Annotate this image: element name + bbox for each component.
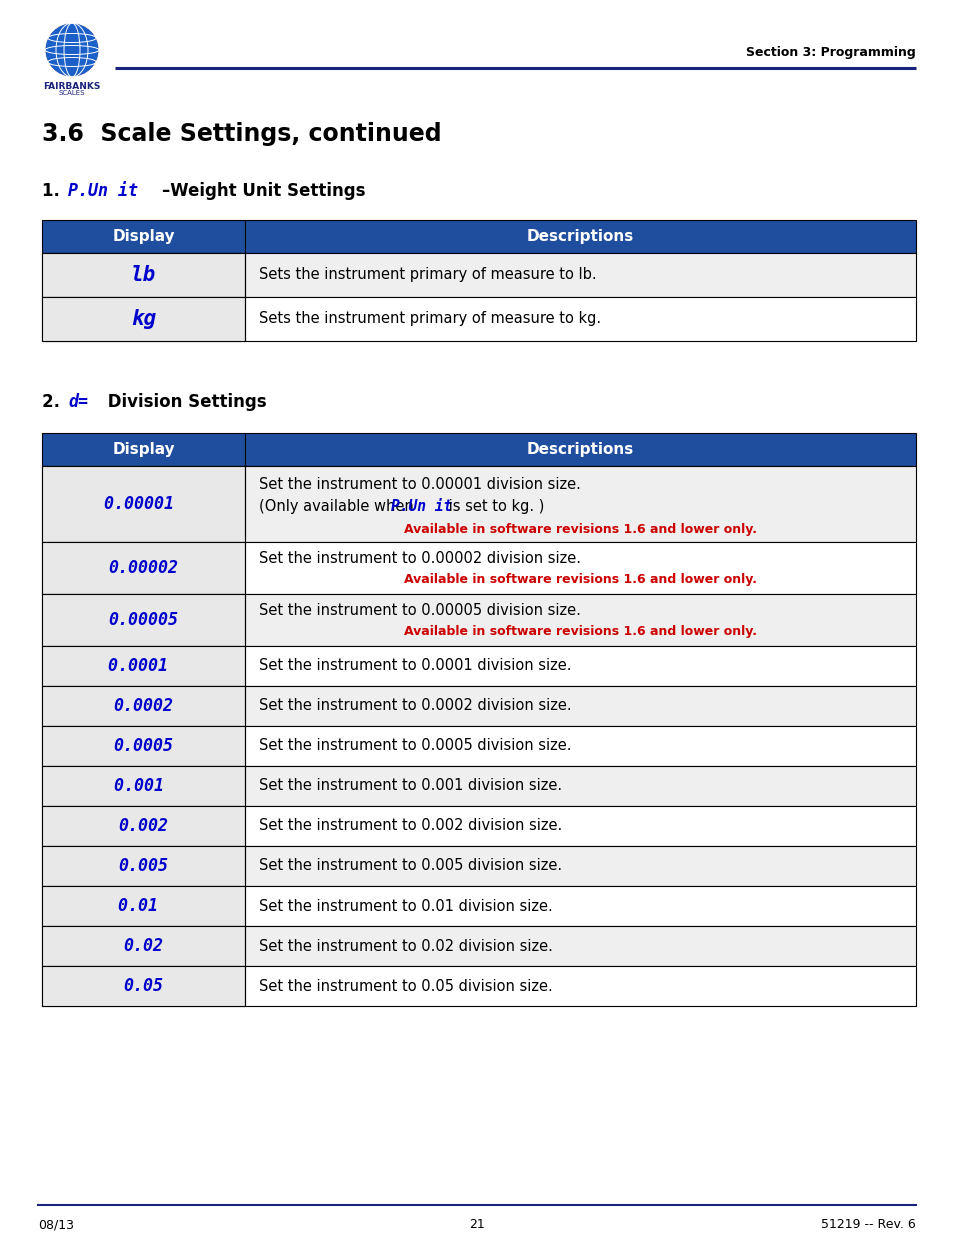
- Text: Division Settings: Division Settings: [102, 393, 266, 411]
- Text: 0.00005: 0.00005: [109, 611, 178, 629]
- FancyBboxPatch shape: [42, 726, 245, 766]
- FancyBboxPatch shape: [42, 846, 915, 885]
- FancyBboxPatch shape: [42, 433, 915, 466]
- Text: 21: 21: [469, 1218, 484, 1231]
- Text: Set the instrument to 0.001 division size.: Set the instrument to 0.001 division siz…: [258, 778, 561, 794]
- FancyBboxPatch shape: [42, 594, 245, 646]
- Text: 0.0002: 0.0002: [113, 697, 173, 715]
- FancyBboxPatch shape: [42, 466, 245, 542]
- Text: Set the instrument to 0.00005 division size.: Set the instrument to 0.00005 division s…: [258, 603, 580, 618]
- Text: Available in software revisions 1.6 and lower only.: Available in software revisions 1.6 and …: [403, 522, 757, 536]
- Text: Set the instrument to 0.00001 division size.: Set the instrument to 0.00001 division s…: [258, 477, 580, 492]
- Text: Display: Display: [112, 228, 174, 245]
- Text: Set the instrument to 0.005 division size.: Set the instrument to 0.005 division siz…: [258, 858, 561, 873]
- FancyBboxPatch shape: [42, 766, 915, 806]
- FancyBboxPatch shape: [42, 806, 915, 846]
- Text: 0.0001: 0.0001: [109, 657, 178, 676]
- Text: Set the instrument to 0.0005 division size.: Set the instrument to 0.0005 division si…: [258, 739, 571, 753]
- Text: (Only available when: (Only available when: [258, 499, 418, 514]
- FancyBboxPatch shape: [42, 646, 245, 685]
- FancyBboxPatch shape: [42, 296, 245, 341]
- Text: 0.00002: 0.00002: [109, 559, 178, 577]
- Text: P.Un it: P.Un it: [391, 499, 452, 514]
- Text: lb: lb: [131, 266, 156, 285]
- FancyBboxPatch shape: [42, 726, 915, 766]
- FancyBboxPatch shape: [42, 594, 915, 646]
- Text: 0.00001: 0.00001: [103, 495, 183, 513]
- Text: Sets the instrument primary of measure to lb.: Sets the instrument primary of measure t…: [258, 268, 596, 283]
- FancyBboxPatch shape: [42, 542, 915, 594]
- FancyBboxPatch shape: [42, 926, 915, 966]
- FancyBboxPatch shape: [42, 766, 245, 806]
- Text: 2.: 2.: [42, 393, 66, 411]
- FancyBboxPatch shape: [42, 885, 245, 926]
- Circle shape: [45, 23, 99, 77]
- Text: Set the instrument to 0.0001 division size.: Set the instrument to 0.0001 division si…: [258, 658, 571, 673]
- Text: 0.005: 0.005: [118, 857, 169, 876]
- Text: Set the instrument to 0.05 division size.: Set the instrument to 0.05 division size…: [258, 978, 552, 993]
- Text: Available in software revisions 1.6 and lower only.: Available in software revisions 1.6 and …: [403, 573, 757, 585]
- FancyBboxPatch shape: [42, 885, 915, 926]
- FancyBboxPatch shape: [42, 685, 915, 726]
- Text: Set the instrument to 0.0002 division size.: Set the instrument to 0.0002 division si…: [258, 699, 571, 714]
- Text: Available in software revisions 1.6 and lower only.: Available in software revisions 1.6 and …: [403, 625, 757, 638]
- Text: 08/13: 08/13: [38, 1218, 74, 1231]
- FancyBboxPatch shape: [42, 926, 245, 966]
- Text: Descriptions: Descriptions: [526, 442, 634, 457]
- Text: 1.: 1.: [42, 182, 66, 200]
- Text: 3.6  Scale Settings, continued: 3.6 Scale Settings, continued: [42, 122, 441, 146]
- FancyBboxPatch shape: [42, 846, 245, 885]
- FancyBboxPatch shape: [42, 253, 245, 296]
- Text: 51219 -- Rev. 6: 51219 -- Rev. 6: [821, 1218, 915, 1231]
- Text: is set to kg. ): is set to kg. ): [443, 499, 543, 514]
- FancyBboxPatch shape: [42, 966, 915, 1007]
- Text: Descriptions: Descriptions: [526, 228, 634, 245]
- FancyBboxPatch shape: [42, 966, 245, 1007]
- Text: 0.05: 0.05: [123, 977, 163, 995]
- FancyBboxPatch shape: [42, 296, 915, 341]
- FancyBboxPatch shape: [42, 253, 915, 296]
- Text: 0.002: 0.002: [118, 818, 169, 835]
- FancyBboxPatch shape: [42, 466, 915, 542]
- FancyBboxPatch shape: [42, 685, 245, 726]
- Text: Display: Display: [112, 442, 174, 457]
- Text: kg: kg: [131, 309, 156, 329]
- Text: –Weight Unit Settings: –Weight Unit Settings: [162, 182, 365, 200]
- FancyBboxPatch shape: [42, 806, 245, 846]
- Text: Set the instrument to 0.002 division size.: Set the instrument to 0.002 division siz…: [258, 819, 561, 834]
- Text: 0.02: 0.02: [123, 937, 163, 955]
- Text: 0.0005: 0.0005: [113, 737, 173, 755]
- Text: d=: d=: [68, 393, 88, 411]
- Text: FAIRBANKS: FAIRBANKS: [43, 82, 101, 91]
- FancyBboxPatch shape: [42, 542, 245, 594]
- Text: P.Un it: P.Un it: [68, 182, 138, 200]
- Text: 0.01: 0.01: [118, 897, 169, 915]
- Text: SCALES: SCALES: [59, 90, 85, 96]
- Text: Set the instrument to 0.02 division size.: Set the instrument to 0.02 division size…: [258, 939, 553, 953]
- FancyBboxPatch shape: [42, 220, 915, 253]
- Text: Sets the instrument primary of measure to kg.: Sets the instrument primary of measure t…: [258, 311, 600, 326]
- Text: Section 3: Programming: Section 3: Programming: [745, 46, 915, 59]
- FancyBboxPatch shape: [42, 646, 915, 685]
- Text: 0.001: 0.001: [113, 777, 173, 795]
- Text: Set the instrument to 0.00002 division size.: Set the instrument to 0.00002 division s…: [258, 551, 580, 566]
- Text: Set the instrument to 0.01 division size.: Set the instrument to 0.01 division size…: [258, 899, 552, 914]
